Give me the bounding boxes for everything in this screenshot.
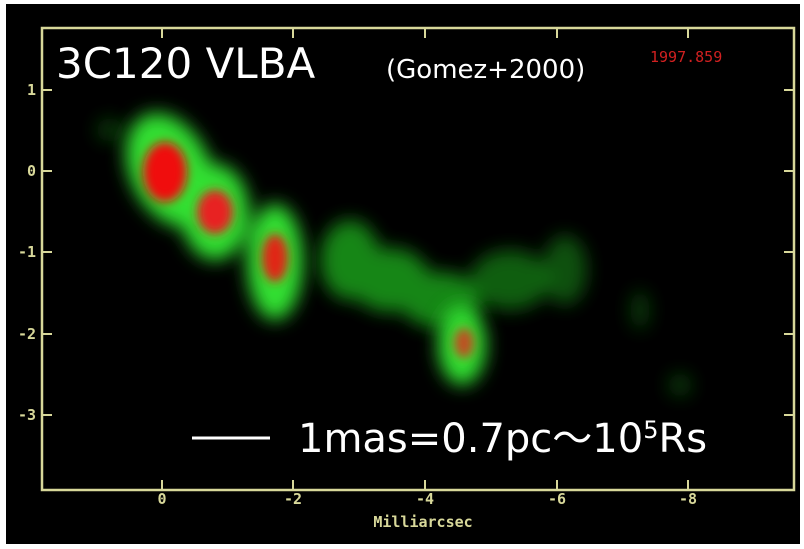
plot-frame [40, 26, 796, 492]
y-tick-label: -2 [18, 325, 36, 343]
scale-text: 1mas=0.7pc～105Rs [298, 416, 707, 462]
y-tick-label: 1 [27, 81, 36, 99]
scale-superscript: 5 [643, 416, 658, 444]
x-tick-label: -6 [548, 490, 566, 508]
x-tick-label: 0 [157, 490, 166, 508]
y-tick-label: -1 [18, 243, 36, 261]
scale-unit: Rs [658, 416, 707, 462]
title: 3C120 VLBA [56, 39, 316, 88]
radio-map [96, 113, 692, 397]
scale-value: 1mas=0.7pc～10 [298, 416, 643, 462]
reference: (Gomez+2000) [386, 55, 585, 85]
x-tick-label: -2 [284, 490, 302, 508]
x-tick-label: -4 [416, 490, 434, 508]
y-tick-label: 0 [27, 162, 36, 180]
y-tick-label: -3 [18, 406, 36, 424]
ticks: 1 0 -1 -2 -3 0 -2 -4 -6 -8 [18, 28, 794, 508]
x-tick-label: -8 [679, 490, 697, 508]
x-axis-label: Milliarcsec [373, 513, 472, 531]
epoch-label: 1997.859 [650, 48, 722, 66]
